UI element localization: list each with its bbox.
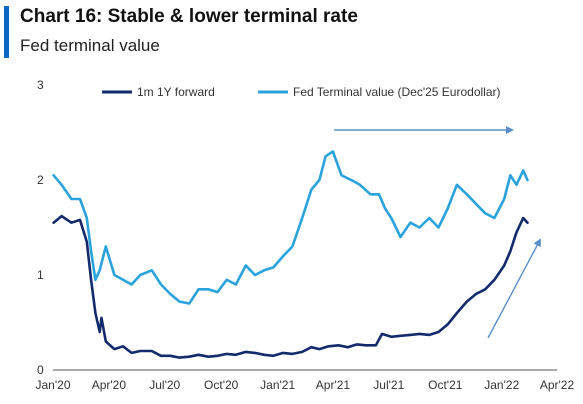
chart-title: Chart 16: Stable & lower terminal rate xyxy=(20,6,358,27)
x-tick-label: Oct'21 xyxy=(428,378,463,392)
x-tick-label: Jan'20 xyxy=(36,378,71,392)
x-tick-label: Apr'20 xyxy=(92,378,127,392)
series-line xyxy=(52,150,529,305)
y-tick-label: 0 xyxy=(37,363,44,377)
legend-label: Fed Terminal value (Dec'25 Eurodollar) xyxy=(293,85,501,99)
y-tick-label: 1 xyxy=(37,268,44,282)
x-tick-label: Oct'20 xyxy=(204,378,239,392)
chart-subtitle: Fed terminal value xyxy=(20,36,160,55)
y-tick-label: 2 xyxy=(37,173,44,187)
series-group xyxy=(52,150,529,359)
legend: 1m 1Y forward Fed Terminal value (Dec'25 … xyxy=(102,85,501,99)
x-tick-label: Jul'21 xyxy=(373,378,404,392)
series-line xyxy=(52,214,529,359)
x-tick-label: Jan'21 xyxy=(260,378,295,392)
legend-label: 1m 1Y forward xyxy=(137,85,215,99)
title-accent-bar xyxy=(4,6,9,58)
x-tick-label: Jan'22 xyxy=(484,378,519,392)
x-tick-label: Apr'21 xyxy=(316,378,351,392)
x-tick-label: Jul'20 xyxy=(149,378,180,392)
x-tick-label: Apr'22 xyxy=(540,378,575,392)
y-tick-label: 3 xyxy=(37,78,44,92)
trend-arrow-forward xyxy=(487,238,541,339)
